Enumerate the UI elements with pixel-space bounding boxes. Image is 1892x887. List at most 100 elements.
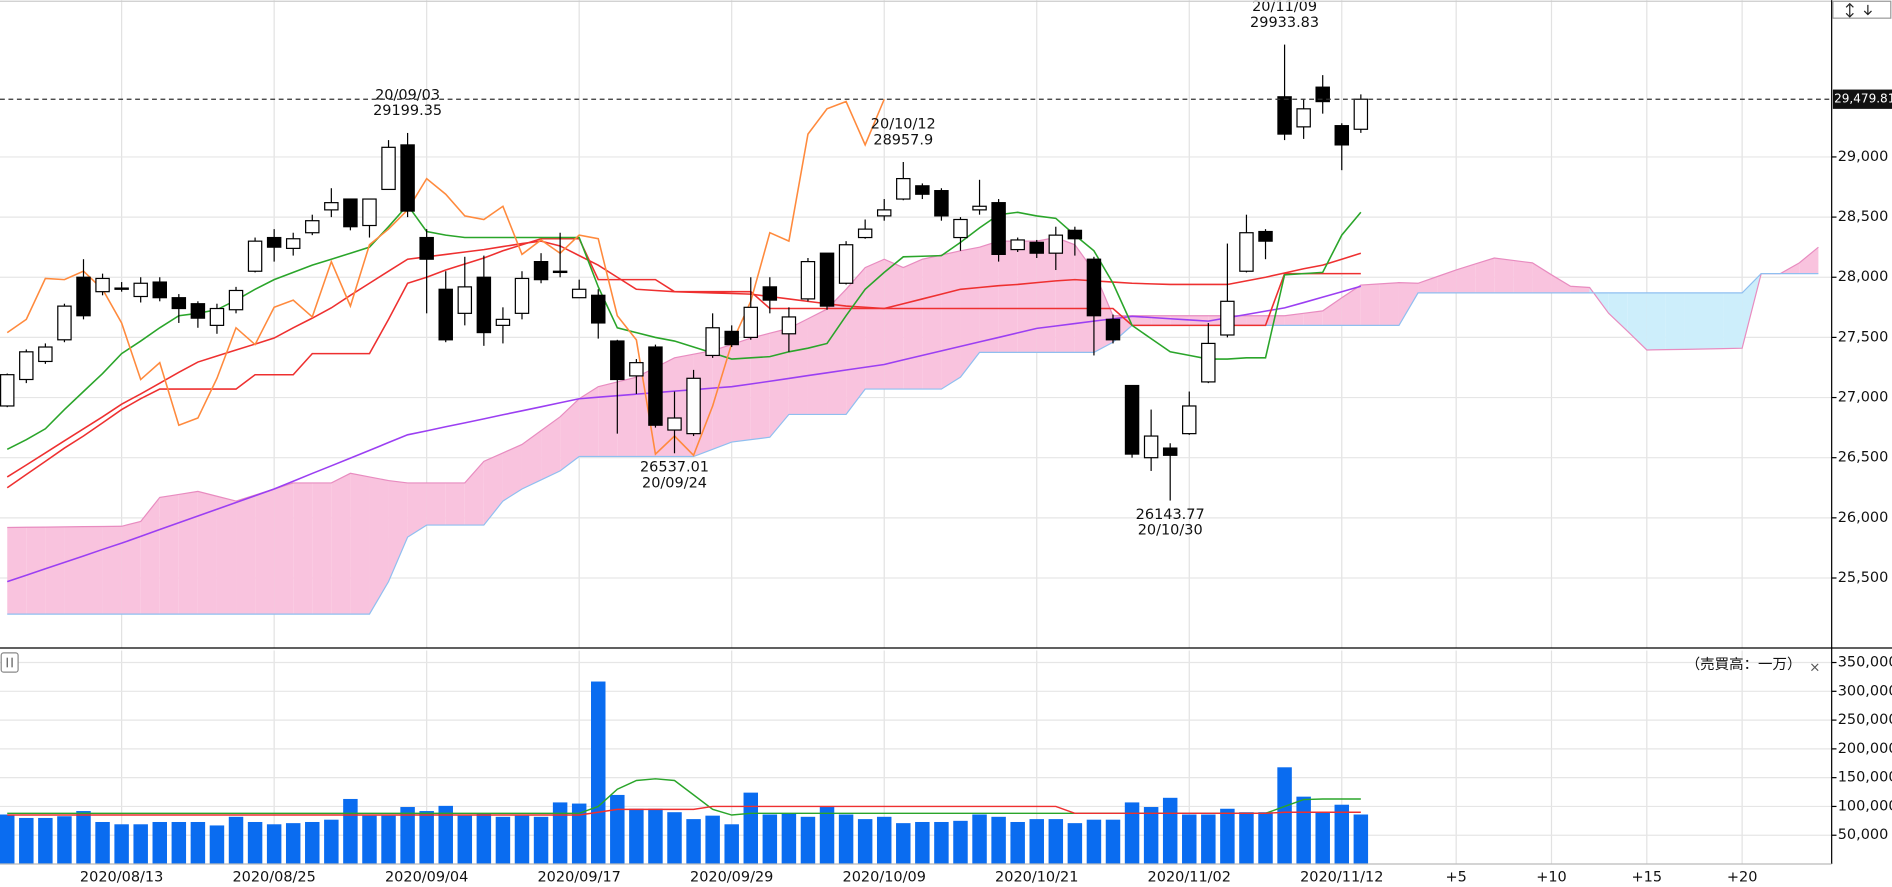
- cloud-segment: [998, 241, 1018, 353]
- volume-bar: [819, 807, 835, 865]
- volume-bar: [1048, 819, 1064, 865]
- candle-body: [533, 261, 549, 281]
- x-tick-label: 2020/09/04: [385, 869, 468, 885]
- volume-bar: [95, 821, 110, 865]
- annotation-date: 20/10/30: [1138, 523, 1203, 539]
- y-tick-label: 150,000: [1838, 770, 1892, 786]
- candle-layer: [0, 44, 1369, 865]
- candle-body: [247, 240, 263, 272]
- candle-body: [991, 202, 1006, 255]
- cloud-segment: [388, 480, 408, 582]
- candle-body: [266, 236, 282, 248]
- volume-bar: [1124, 802, 1140, 865]
- cloud-segment: [1360, 283, 1380, 326]
- candle-body: [648, 346, 663, 426]
- cloud-segment: [178, 491, 198, 615]
- candle-body: [419, 236, 434, 260]
- y-tick-label: 28,000: [1838, 269, 1889, 285]
- cloud-segment: [807, 309, 828, 415]
- candle-body: [476, 276, 492, 334]
- close-button[interactable]: ×: [1809, 660, 1820, 675]
- candle-body: [972, 205, 987, 211]
- candle-body: [1182, 405, 1197, 435]
- cloud-segment: [1704, 292, 1724, 350]
- y-tick-label: 250,000: [1838, 712, 1892, 728]
- cloud-segment: [64, 526, 84, 615]
- volume-bar: [648, 808, 663, 865]
- cloud-segment: [140, 497, 160, 615]
- cloud-segment: [846, 267, 866, 415]
- volume-title: （売買高：一万）: [1686, 656, 1802, 673]
- volume-bar: [1162, 797, 1178, 865]
- cloud-segment: [560, 398, 580, 471]
- cloud-segment: [1456, 264, 1476, 293]
- x-tick-label: 2020/11/02: [1148, 869, 1231, 885]
- indicator-line: [6, 237, 1361, 489]
- candle-body: [1143, 435, 1159, 459]
- scale-controls[interactable]: [1832, 0, 1892, 19]
- x-tick-label: 2020/08/13: [80, 869, 163, 885]
- candle-body: [686, 377, 701, 435]
- volume-bar: [190, 821, 206, 865]
- volume-bar: [667, 812, 682, 865]
- annotation-price: 29199.35: [373, 103, 442, 119]
- candle-body: [591, 294, 606, 324]
- volume-bar: [419, 811, 434, 865]
- candle-body: [228, 289, 244, 311]
- cloud-segment: [598, 381, 618, 457]
- volume-bar: [686, 819, 701, 865]
- cloud-span-a: [7, 236, 1819, 529]
- volume-bar: [934, 821, 949, 865]
- cloud-segment: [941, 250, 961, 390]
- candle-body: [400, 144, 415, 212]
- volume-bar: [1296, 796, 1311, 865]
- volume-bar: [114, 824, 129, 865]
- cloud-layer: [7, 236, 1819, 615]
- candle-body: [1105, 318, 1121, 341]
- cloud-segment: [1398, 282, 1419, 326]
- candle-body: [1086, 258, 1102, 317]
- candle-body: [171, 297, 187, 310]
- cloud-segment: [121, 521, 141, 615]
- candle-body: [743, 306, 759, 339]
- volume-bar: [457, 815, 473, 865]
- candle-body: [152, 281, 167, 299]
- candle-body: [1258, 230, 1273, 242]
- x-tick-label: +10: [1536, 869, 1567, 885]
- x-tick-label: +20: [1727, 869, 1758, 885]
- cloud-segment: [1646, 292, 1666, 351]
- volume-average-line: [7, 805, 1361, 816]
- volume-bar: [476, 813, 492, 865]
- candle-body: [1067, 229, 1083, 240]
- cloud-segment: [1684, 292, 1705, 350]
- volume-bar: [247, 821, 263, 865]
- volume-bar: [285, 823, 301, 865]
- volume-bar: [1029, 819, 1044, 865]
- pane-handle[interactable]: [0, 652, 19, 673]
- volume-bar: [0, 814, 15, 865]
- candle-body: [0, 374, 15, 407]
- volume-bar: [152, 821, 167, 865]
- candle-body: [57, 305, 72, 341]
- volume-bar: [209, 825, 225, 865]
- cloud-segment: [617, 377, 637, 457]
- x-tick-label: 2020/11/12: [1300, 869, 1383, 885]
- annotation-date: 20/09/24: [642, 475, 707, 491]
- cloud-segment: [293, 482, 313, 615]
- candle-body: [953, 218, 968, 239]
- volume-bar: [438, 805, 453, 865]
- cloud-segment: [750, 333, 770, 440]
- cloud-segment: [331, 473, 351, 615]
- y-tick-label: 200,000: [1838, 741, 1892, 757]
- candle-body: [1277, 96, 1292, 135]
- candle-body: [1220, 300, 1235, 336]
- cloud-segment: [255, 488, 275, 615]
- cloud-segment: [1379, 282, 1399, 326]
- volume-bar: [571, 803, 587, 865]
- cloud-segment: [1608, 292, 1628, 332]
- candle-body: [1048, 234, 1064, 254]
- annotation-date: 20/10/12: [871, 117, 936, 133]
- annotation-price: 26143.77: [1136, 507, 1205, 523]
- candle-body: [1239, 232, 1254, 272]
- candle-body: [781, 316, 797, 335]
